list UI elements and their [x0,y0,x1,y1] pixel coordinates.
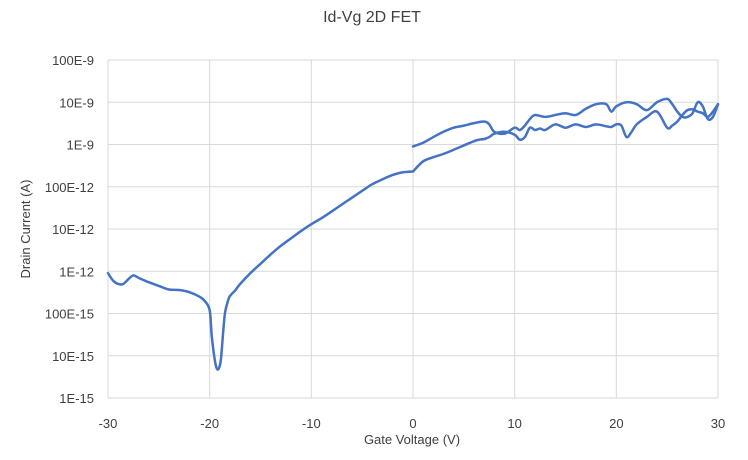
y-tick-label: 10E-15 [52,349,94,364]
x-tick-label: -10 [302,416,321,431]
x-tick-label: 20 [609,416,623,431]
y-tick-label: 1E-12 [59,264,94,279]
x-tick-label: 30 [711,416,725,431]
y-tick-label: 10E-9 [59,95,94,110]
gridlines [107,59,719,399]
series-line [411,97,720,148]
y-tick-label: 100E-12 [45,180,94,195]
x-tick-label: -20 [200,416,219,431]
y-tick-label: 100E-15 [45,307,94,322]
y-axis: 1E-15 10E-15 100E-15 1E-12 10E-12 100E-12 1E-9… [45,53,94,406]
chart-title: Id-Vg 2D FET [323,9,421,26]
x-axis-title: Gate Voltage (V) [364,432,460,447]
x-tick-label: -30 [99,416,118,431]
x-tick-label: 0 [409,416,416,431]
y-tick-label: 1E-9 [67,138,94,153]
plot-area [106,97,720,371]
y-axis-title: Drain Current (A) [18,180,33,279]
x-axis: -30 -20 -10 0 10 20 30 [99,416,726,431]
y-tick-label: 10E-12 [52,222,94,237]
series-line [106,170,415,371]
y-tick-label: 100E-9 [52,53,94,68]
y-tick-label: 1E-15 [59,391,94,406]
x-tick-label: 10 [507,416,521,431]
